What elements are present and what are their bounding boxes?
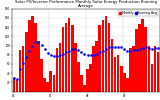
Bar bbox=[89, 64, 92, 92]
Bar bbox=[83, 85, 86, 92]
Legend: Monthly, Running Avg: Monthly, Running Avg bbox=[118, 10, 158, 16]
Bar bbox=[13, 78, 15, 92]
Bar bbox=[117, 55, 120, 92]
Bar bbox=[86, 68, 89, 92]
Bar bbox=[111, 39, 113, 92]
Bar bbox=[37, 41, 40, 92]
Bar bbox=[95, 41, 98, 92]
Bar bbox=[43, 78, 46, 92]
Bar bbox=[151, 64, 153, 92]
Bar bbox=[25, 32, 28, 92]
Bar bbox=[144, 27, 147, 92]
Bar bbox=[80, 75, 83, 92]
Bar bbox=[105, 16, 107, 92]
Bar bbox=[99, 25, 101, 92]
Bar bbox=[77, 62, 80, 92]
Bar bbox=[154, 46, 156, 92]
Bar bbox=[22, 46, 24, 92]
Bar bbox=[102, 20, 104, 92]
Bar bbox=[46, 82, 49, 92]
Bar bbox=[40, 59, 43, 92]
Bar bbox=[65, 23, 67, 92]
Bar bbox=[49, 71, 52, 92]
Bar bbox=[138, 24, 141, 92]
Bar bbox=[126, 78, 129, 92]
Bar bbox=[129, 48, 132, 92]
Bar bbox=[114, 57, 116, 92]
Bar bbox=[19, 50, 21, 92]
Bar bbox=[71, 25, 73, 92]
Bar bbox=[135, 30, 138, 92]
Bar bbox=[148, 46, 150, 92]
Bar bbox=[123, 73, 126, 92]
Bar bbox=[108, 23, 110, 92]
Bar bbox=[34, 23, 37, 92]
Bar bbox=[74, 43, 77, 92]
Bar bbox=[31, 16, 34, 92]
Title: Solar PV/Inverter Performance Monthly Solar Energy Production Running Average: Solar PV/Inverter Performance Monthly So… bbox=[15, 0, 157, 8]
Bar bbox=[28, 20, 31, 92]
Bar bbox=[92, 46, 95, 92]
Bar bbox=[132, 46, 135, 92]
Bar bbox=[141, 19, 144, 92]
Bar bbox=[52, 75, 55, 92]
Bar bbox=[16, 80, 18, 92]
Bar bbox=[59, 43, 61, 92]
Bar bbox=[120, 66, 123, 92]
Bar bbox=[157, 52, 159, 92]
Bar bbox=[68, 18, 70, 92]
Bar bbox=[62, 27, 64, 92]
Bar bbox=[56, 48, 58, 92]
